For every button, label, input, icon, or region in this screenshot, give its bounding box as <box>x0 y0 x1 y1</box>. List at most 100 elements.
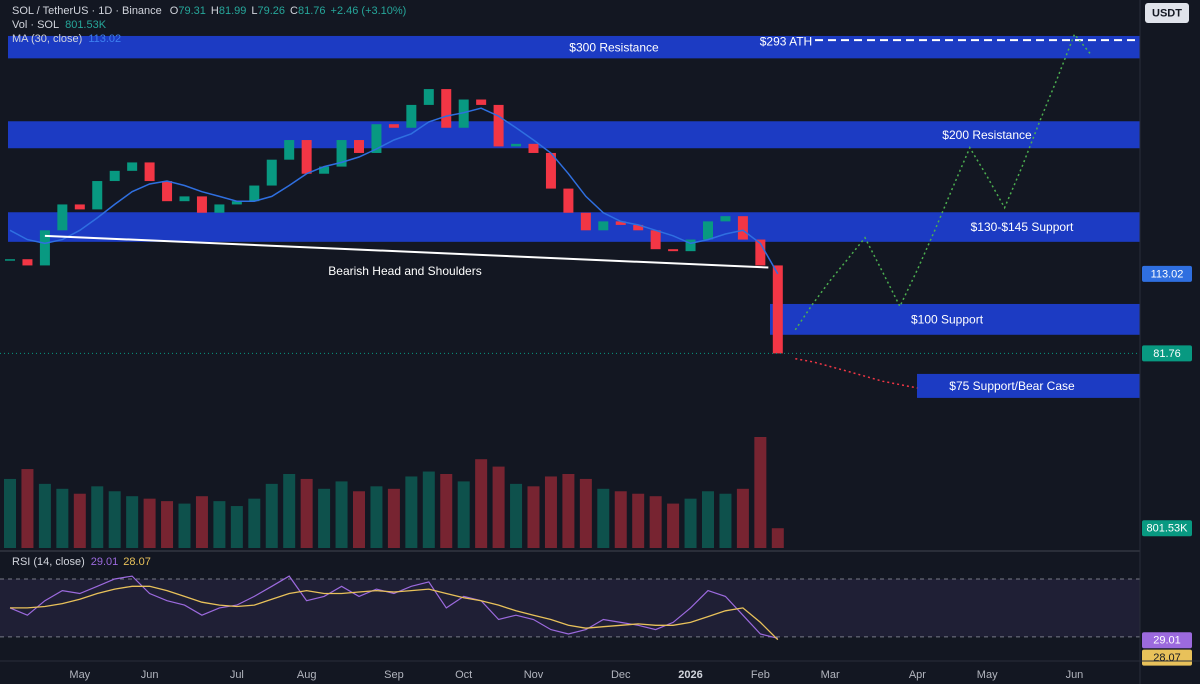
volume-bar <box>597 488 610 548</box>
candle <box>214 204 225 213</box>
zone <box>8 35 1140 59</box>
candle <box>319 166 330 174</box>
ma-legend: MA (30, close) 113.02 <box>12 33 121 45</box>
candle <box>371 124 382 153</box>
candle <box>720 216 731 222</box>
volume-bar <box>283 474 296 548</box>
rsi-ma-value: 28.07 <box>123 556 151 568</box>
candle <box>39 230 50 266</box>
volume-bar <box>300 478 313 548</box>
axis-layer: 81.76 113.02 801.53K 29.01 28.07 May Jun Jul Aug… <box>69 265 1192 681</box>
zone <box>8 121 1140 149</box>
candle <box>336 140 347 167</box>
x-tick-label: May <box>69 669 90 681</box>
neckline-label: Bearish Head and Shoulders <box>328 264 481 278</box>
zone-label: $200 Resistance <box>942 128 1032 142</box>
zone-label: $130-$145 Support <box>971 220 1074 234</box>
volume-bar <box>108 491 121 548</box>
last-price-tag-bg <box>1142 345 1192 362</box>
ma-name: MA (30, close) <box>12 33 82 45</box>
volume-bar <box>195 496 208 548</box>
x-tick-label: Nov <box>524 669 544 681</box>
candle <box>615 221 626 225</box>
currency-badge[interactable] <box>1145 3 1189 23</box>
volume-bar <box>544 476 557 548</box>
volume-bar <box>667 503 680 548</box>
volume-bar <box>4 478 16 548</box>
ma-tag: 113.02 <box>1151 268 1184 280</box>
candle <box>354 140 364 153</box>
volume-legend: Vol · SOL 801.53K <box>12 19 107 31</box>
ma-tag-bg <box>1142 265 1192 282</box>
volume-bar <box>178 503 191 548</box>
candle <box>5 259 15 261</box>
projection-line <box>794 32 1093 331</box>
candle <box>703 221 713 240</box>
ma-line <box>9 107 779 275</box>
volume-bar <box>649 496 662 548</box>
x-tick-label: Apr <box>909 669 926 681</box>
candle <box>668 249 679 252</box>
volume-bar <box>213 501 226 548</box>
candle <box>109 170 120 182</box>
ohlc-key: H <box>211 5 219 17</box>
neckline <box>44 234 769 269</box>
volume-bar <box>562 474 575 548</box>
volume-bar <box>73 493 86 548</box>
candle <box>650 230 661 250</box>
ohlc-key: L <box>251 5 257 17</box>
volume-bar <box>91 486 104 548</box>
volume-bar <box>370 486 383 548</box>
ma-value: 113.02 <box>88 33 121 45</box>
candle <box>92 181 103 210</box>
candle <box>22 259 33 266</box>
volume-bar <box>527 486 540 548</box>
zone-label: $75 Support/Bear Case <box>949 379 1075 393</box>
zone <box>770 303 1140 335</box>
candle <box>388 124 399 128</box>
x-tick-label: Feb <box>751 669 770 681</box>
zone-label: $100 Support <box>911 313 984 327</box>
volume-bar <box>126 496 139 548</box>
x-tick-label: Dec <box>611 669 631 681</box>
candle <box>441 89 452 128</box>
volume-bar <box>736 488 749 548</box>
change: +2.46 (+3.10%) <box>331 5 407 17</box>
volume-bar <box>684 498 697 548</box>
candle <box>633 224 644 231</box>
rsi-tag: 29.01 <box>1153 635 1181 647</box>
x-tick-label: Jul <box>230 669 244 681</box>
x-tick-label: Mar <box>821 669 840 681</box>
ath-label: $293 ATH <box>760 34 812 48</box>
candle <box>528 143 539 153</box>
x-tick-label: Aug <box>297 669 317 681</box>
rsi-tag-bg <box>1142 632 1192 649</box>
symbol: SOL / TetherUS · 1D · Binance <box>12 5 162 17</box>
volume-bar <box>318 488 331 548</box>
volume-bar <box>353 491 365 548</box>
volume-bar <box>475 459 488 548</box>
candle <box>127 162 138 171</box>
candle <box>511 143 522 147</box>
volume-name: Vol · SOL <box>12 19 59 31</box>
rsi-value: 29.01 <box>91 556 119 568</box>
candle <box>249 185 260 202</box>
candle <box>772 265 783 354</box>
volume-value: 801.53K <box>65 19 107 31</box>
candle <box>162 181 173 202</box>
header-line: SOL / TetherUS · 1D · Binance O79.31 H81.9… <box>12 5 406 17</box>
volume-bar <box>21 469 34 548</box>
candle <box>406 104 417 128</box>
candle <box>266 159 277 186</box>
x-tick-label: Jun <box>141 669 159 681</box>
candle <box>231 201 242 205</box>
rsi-ma-tag-bg <box>1142 649 1192 666</box>
ohlc-key: C <box>290 5 298 17</box>
candle <box>737 216 748 240</box>
currency[interactable]: USDT <box>1152 7 1182 19</box>
candle <box>196 196 207 213</box>
rsi-layer <box>0 575 1140 641</box>
x-tick-label: Jun <box>1066 669 1084 681</box>
ohlc-value: 79.31 <box>178 5 206 17</box>
